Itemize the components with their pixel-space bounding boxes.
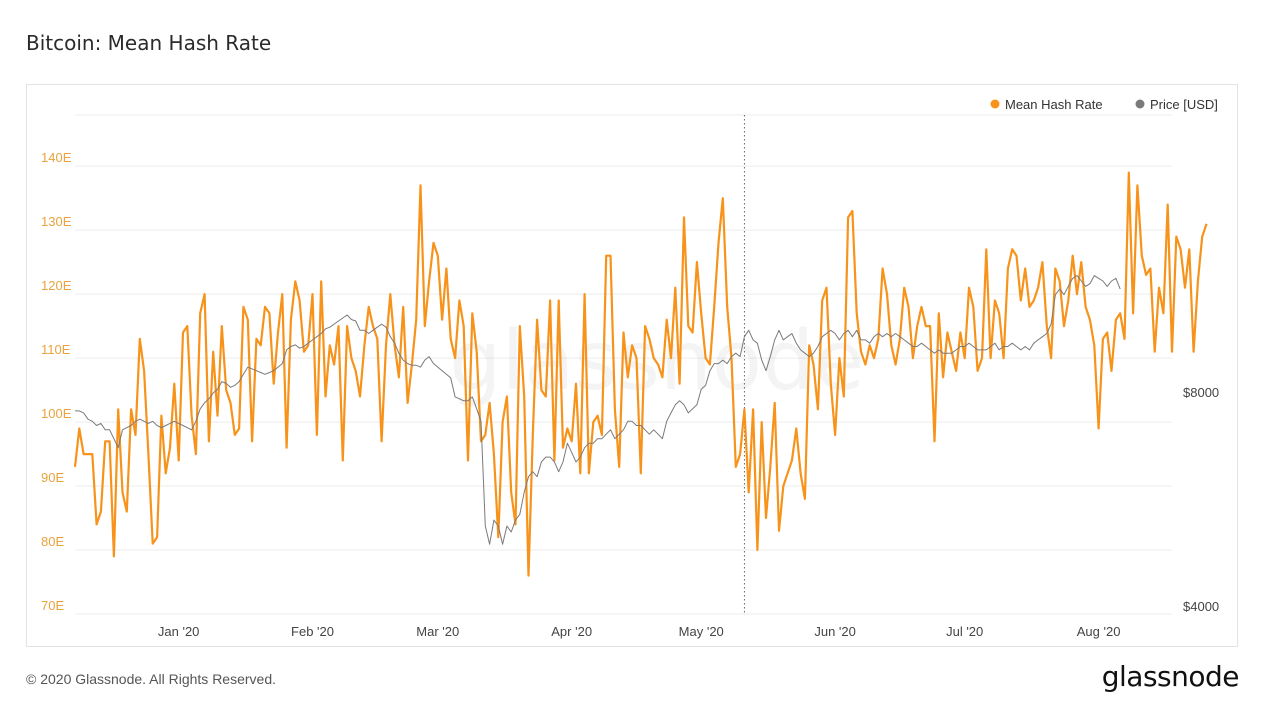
legend: Mean Hash Rate Price [USD] xyxy=(990,97,1218,112)
y-left-tick-label: 140E xyxy=(41,150,72,165)
x-tick-label: Aug '20 xyxy=(1077,624,1121,639)
legend-item-price: Price [USD] xyxy=(1135,97,1218,112)
axis-layer: 70E 80E 90E 100E 110E 120E 130E 140E $4000 $8000 J… xyxy=(41,150,1219,639)
legend-marker xyxy=(1135,99,1145,109)
series-layer xyxy=(73,171,1208,577)
legend-label: Price [USD] xyxy=(1150,97,1218,112)
y-right-tick-label: $8000 xyxy=(1183,385,1219,400)
legend-marker xyxy=(990,99,1000,109)
x-tick-label: Jul '20 xyxy=(946,624,983,639)
x-tick-label: Mar '20 xyxy=(416,624,459,639)
footer-copyright: © 2020 Glassnode. All Rights Reserved. xyxy=(26,671,277,687)
chart-container: glassnode 70E 80E 90E 100E 110E 120E 130E 140E $… xyxy=(26,84,1238,647)
series-line-price xyxy=(75,275,1121,545)
x-tick-label: Jan '20 xyxy=(158,624,200,639)
x-tick-label: May '20 xyxy=(679,624,724,639)
series-line-mean-hash-rate xyxy=(73,171,1208,577)
x-tick-label: Feb '20 xyxy=(291,624,334,639)
chart-svg: glassnode 70E80E90E100E110E120E130E140E$… xyxy=(41,97,1219,639)
y-left-tick-label: 120E xyxy=(41,278,72,293)
glassnode-logo[interactable]: glassnode xyxy=(1101,660,1240,693)
legend-label: Mean Hash Rate xyxy=(1005,97,1103,112)
x-tick-label: Jun '20 xyxy=(814,624,856,639)
page-title: Bitcoin: Mean Hash Rate xyxy=(26,31,272,55)
y-left-tick-label: 110E xyxy=(41,342,71,357)
y-left-tick-label: 90E xyxy=(41,470,64,485)
y-right-tick-label: $4000 xyxy=(1183,599,1219,614)
x-tick-label: Apr '20 xyxy=(551,624,592,639)
y-left-tick-label: 100E xyxy=(41,406,72,421)
y-left-tick-label: 130E xyxy=(41,214,72,229)
y-left-tick-label: 80E xyxy=(41,534,64,549)
legend-item-mean-hash-rate: Mean Hash Rate xyxy=(990,97,1103,112)
y-left-tick-label: 70E xyxy=(41,598,64,613)
